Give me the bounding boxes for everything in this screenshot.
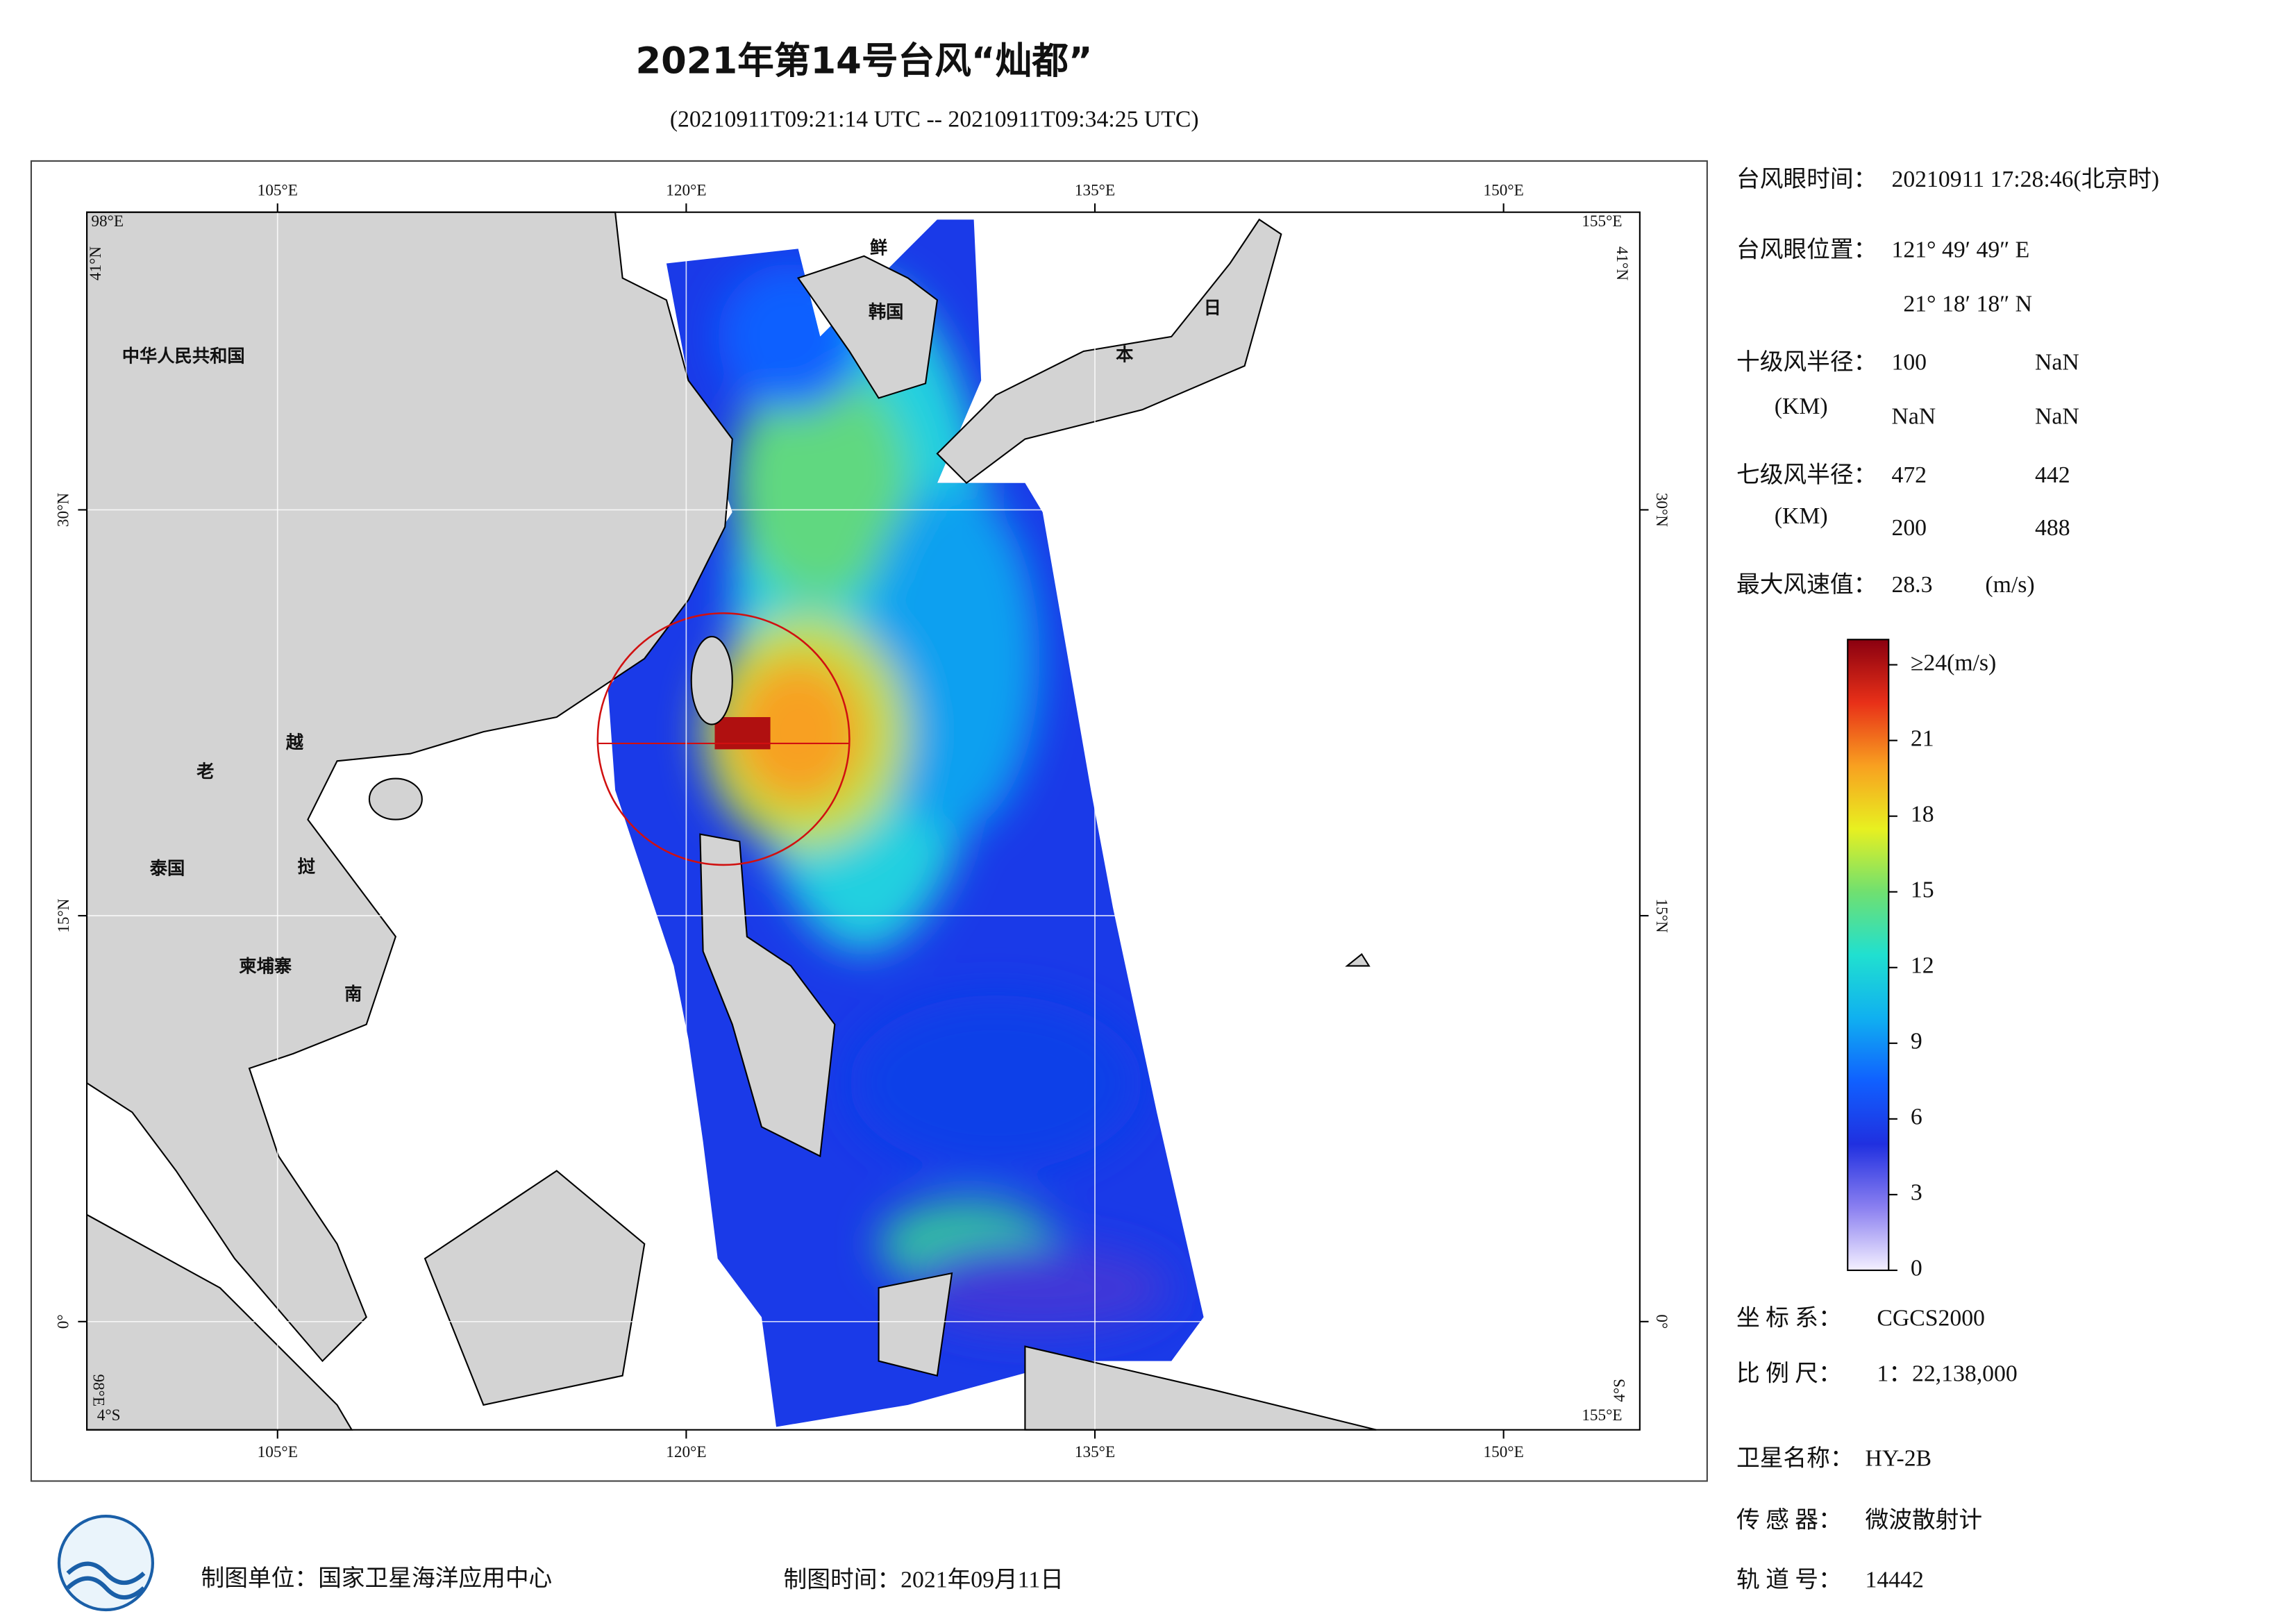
lon-label: 120°E (666, 182, 706, 200)
value: 1：22,138,000 (1877, 1361, 2017, 1386)
lat-label: 0° (1652, 1314, 1670, 1329)
logo (57, 1514, 155, 1612)
colorbar-label: 18 (1911, 801, 1934, 827)
footer-date: 制图时间：2021年09月11日 (784, 1567, 1064, 1593)
title: 2021年第14号台风“灿都” (635, 40, 1092, 82)
map-outer-frame (30, 160, 1708, 1482)
colorbar-bar (1847, 639, 1890, 1271)
place-label: 日 (1204, 298, 1221, 318)
value: 442 (2035, 462, 2070, 488)
colorbar-label: 15 (1911, 877, 1934, 902)
label: 轨 道 号： (1736, 1567, 1842, 1593)
value: 121° 49′ 49″ E (1891, 237, 2029, 262)
place-label: 鲜 (870, 237, 887, 258)
place-label: 越 (286, 732, 304, 752)
lon-label: 120°E (666, 1443, 706, 1461)
lat-label: 0° (55, 1314, 73, 1329)
place-label: 泰国 (150, 858, 185, 878)
corner-label: 41°N (87, 246, 105, 280)
place-label: 本 (1116, 344, 1134, 364)
corner-label: 98°E (89, 1374, 107, 1406)
colorbar-label: 6 (1911, 1104, 1922, 1130)
value: NaN (2035, 350, 2079, 376)
label: 七级风半径： (1736, 462, 1877, 488)
label: 最大风速值： (1736, 571, 1877, 598)
corner-label: 98°E (91, 212, 124, 230)
label: 传 感 器： (1736, 1506, 1842, 1533)
colorbar-label: 21 (1911, 725, 1934, 751)
label: (KM) (1775, 394, 1828, 419)
lon-label: 150°E (1484, 182, 1524, 200)
land (85, 211, 1377, 1431)
label: 台风眼位置： (1736, 236, 1877, 262)
label: 十级风半径： (1736, 349, 1877, 376)
value: 488 (2035, 515, 2070, 541)
lon-label: 105°E (258, 1443, 298, 1461)
label: 台风眼时间： (1736, 166, 1877, 192)
footer-unit: 制图单位：国家卫星海洋应用中心 (201, 1565, 552, 1592)
corner-label: 155°E (1582, 212, 1622, 230)
lon-label: 150°E (1484, 1443, 1524, 1461)
label: 坐 标 系： (1736, 1304, 1842, 1331)
value: 微波散射计 (1866, 1506, 1983, 1533)
typhoon-radius (596, 612, 850, 866)
lon-label: 135°E (1075, 1443, 1115, 1461)
lat-label: 15°N (55, 898, 73, 932)
place-label: 柬埔寨 (239, 957, 292, 977)
map: 105°E 105°E 120°E 120°E 135°E 135°E 150°E 150°E… (55, 182, 1670, 1461)
value: 28.3 (1891, 572, 1932, 598)
info-panel: 台风眼时间： 20210911 17:28:46(北京时) 台风眼位置： 121… (1736, 166, 2159, 1593)
place-label: 挝 (298, 857, 316, 877)
lat-label: 30°N (1652, 493, 1670, 527)
colorbar-label: 12 (1911, 953, 1934, 979)
unit: (m/s) (1985, 572, 2034, 598)
label: (KM) (1775, 503, 1828, 529)
map-frame (85, 211, 1641, 1431)
corner-label: 155°E (1582, 1406, 1622, 1424)
place-label: 韩国 (869, 302, 904, 322)
lon-label: 105°E (258, 182, 298, 200)
value: HY-2B (1866, 1446, 1932, 1472)
place-label: 老 (196, 762, 214, 782)
colorbar-label: 3 (1911, 1180, 1922, 1206)
colorbar-label: 0 (1911, 1256, 1922, 1281)
colorbar-label: 9 (1911, 1029, 1922, 1054)
corner-label: 4°S (1611, 1379, 1629, 1402)
graticule: 105°E 105°E 120°E 120°E 135°E 135°E 150°E 150°E… (55, 182, 1670, 1461)
value: 21° 18′ 18″ N (1903, 291, 2032, 317)
colorbar-label: ≥24(m/s) (1911, 650, 1996, 675)
value: 20210911 17:28:46(北京时) (1891, 166, 2159, 192)
lon-label: 135°E (1075, 182, 1115, 200)
lat-label: 30°N (55, 493, 73, 527)
place-label: 南 (344, 984, 362, 1004)
value: NaN (1891, 404, 1936, 430)
place-label: 中华人民共和国 (122, 346, 245, 366)
label: 比 例 尺： (1736, 1361, 1842, 1386)
value: 100 (1891, 350, 1927, 376)
colorbar: 0 3 6 9 12 15 18 21 ≥24(m/s) (1847, 639, 1996, 1281)
value: CGCS2000 (1877, 1305, 1985, 1331)
value: 472 (1891, 462, 1927, 488)
label: 卫星名称： (1736, 1445, 1854, 1472)
value: 200 (1891, 515, 1927, 541)
lat-label: 15°N (1652, 899, 1670, 933)
corner-label: 4°S (97, 1406, 121, 1424)
subtitle: (20210911T09:21:14 UTC -- 20210911T09:34… (670, 107, 1199, 133)
corner-label: 41°N (1613, 246, 1631, 280)
value: NaN (2035, 404, 2079, 430)
value: 14442 (1866, 1567, 1924, 1593)
